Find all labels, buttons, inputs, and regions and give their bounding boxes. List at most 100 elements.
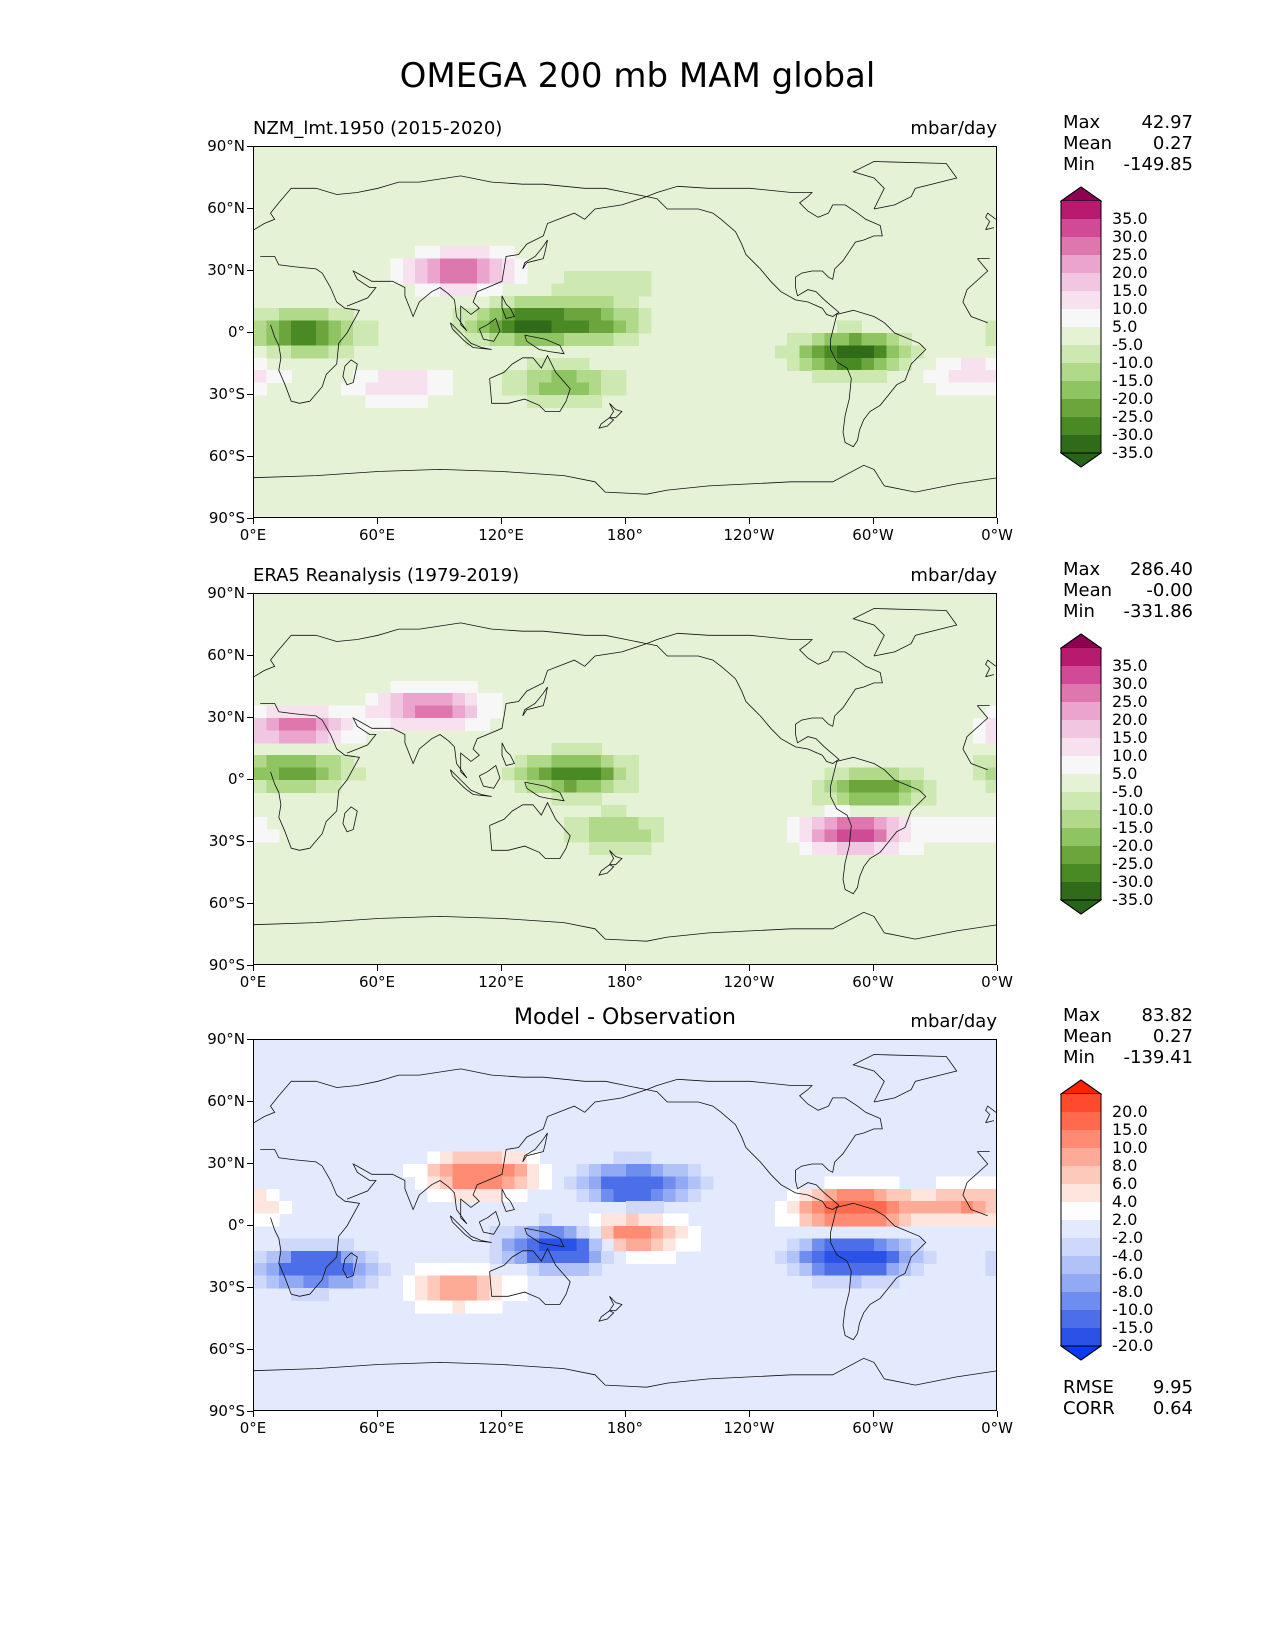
coastline — [342, 1252, 358, 1279]
field-cell — [985, 718, 996, 731]
field-cell — [836, 357, 850, 371]
field-cell — [824, 1188, 838, 1202]
field-cell — [836, 1263, 850, 1277]
field-cell — [564, 1250, 577, 1264]
field-cell — [849, 1275, 863, 1289]
field-cell — [452, 1300, 466, 1314]
field-cell — [328, 730, 342, 744]
field-cell — [663, 1226, 677, 1239]
y-tick-label: 60°N — [207, 1092, 245, 1110]
field-cell — [427, 1263, 441, 1277]
field-cell — [526, 1250, 540, 1264]
field-cell — [539, 1176, 553, 1190]
field-cell — [402, 1275, 416, 1289]
y-tick-mark — [247, 903, 253, 904]
field-cell — [650, 1164, 664, 1177]
map-panel-2: ERA5 Reanalysis (1979-2019) mbar/day 90°N 6… — [0, 559, 1275, 1005]
field-cell — [266, 1275, 280, 1289]
field-cell — [440, 693, 453, 707]
coastline — [598, 1310, 615, 1322]
field-cell — [898, 345, 912, 359]
field-cell — [799, 817, 813, 831]
field-cell — [588, 295, 602, 309]
field-cell — [861, 1213, 875, 1227]
colorbar-segment — [1061, 201, 1101, 220]
field-cell — [774, 1201, 788, 1215]
field-cell — [254, 767, 267, 781]
field-cell — [799, 1250, 813, 1264]
field-cell — [613, 271, 627, 284]
stat-value: 0.27 — [1152, 1026, 1193, 1047]
field-cell — [576, 792, 590, 806]
colorbar-segment — [1061, 648, 1101, 667]
field-cell — [849, 333, 863, 346]
field-cell — [415, 693, 429, 707]
coastline — [260, 703, 990, 851]
colorbar-label: 30.0 — [1112, 674, 1148, 693]
field-cell — [911, 842, 925, 855]
field-cell — [824, 370, 838, 384]
field-cell — [328, 1275, 342, 1289]
field-cell — [601, 295, 615, 309]
field-cell — [675, 1226, 689, 1239]
colorbar-label: 25.0 — [1112, 245, 1148, 264]
field-cell — [378, 395, 391, 408]
y-tick-mark — [247, 270, 253, 271]
figure-title: OMEGA 200 mb MAM global — [399, 56, 876, 96]
field-cell — [340, 767, 354, 781]
field-cell — [514, 1238, 528, 1252]
field-cell — [278, 767, 292, 781]
field-cell — [836, 1250, 850, 1264]
field-cell — [985, 370, 996, 384]
y-tick-mark — [247, 1225, 253, 1226]
field-cell — [378, 370, 391, 384]
units-label: mbar/day — [910, 1011, 997, 1032]
stat-label: Mean — [1063, 133, 1113, 154]
field-cell — [254, 1275, 267, 1289]
field-cell — [861, 829, 875, 843]
field-cell — [291, 755, 305, 769]
field-cell — [291, 1238, 305, 1252]
field-cell — [452, 693, 466, 707]
field-cell — [886, 1263, 900, 1277]
field-cell — [787, 817, 801, 831]
field-cell — [836, 804, 850, 818]
field-cell — [316, 718, 329, 731]
field-cell — [464, 258, 478, 272]
x-tick-mark — [873, 518, 874, 524]
coastline — [608, 1296, 623, 1312]
y-tick-mark — [247, 1349, 253, 1350]
field-cells — [254, 680, 996, 855]
field-cell — [415, 1300, 429, 1314]
field-cell — [328, 1263, 342, 1277]
field-cell — [477, 1300, 491, 1314]
field-cell — [663, 1238, 677, 1252]
y-tick-label: 0° — [227, 1216, 245, 1234]
field-cell — [452, 1151, 466, 1165]
field-cell — [402, 370, 416, 384]
field-cell — [911, 817, 925, 831]
field-cell — [328, 705, 342, 719]
map-svg — [254, 147, 996, 517]
field-cell — [303, 767, 317, 781]
colorbar-segment — [1061, 864, 1101, 883]
field-cell — [886, 1250, 900, 1264]
colorbar-segment — [1061, 309, 1101, 328]
field-cell — [291, 780, 305, 793]
field-cell — [489, 1151, 503, 1165]
field-cell — [985, 705, 996, 719]
field-cell — [626, 1151, 639, 1165]
field-cell — [477, 283, 491, 297]
x-tick-mark — [377, 965, 378, 971]
colorbar-segment — [1061, 846, 1101, 865]
field-cell — [911, 1263, 925, 1277]
field-cell — [266, 705, 280, 719]
field-cell — [638, 829, 652, 843]
field-cell — [874, 842, 887, 855]
field-cell — [948, 829, 962, 843]
colorbar-label: 5.0 — [1112, 317, 1138, 336]
stat-value: 83.82 — [1141, 1005, 1193, 1026]
field-cell — [861, 345, 875, 359]
field-cell — [576, 1176, 590, 1190]
colorbar-label: -10.0 — [1112, 1300, 1154, 1319]
